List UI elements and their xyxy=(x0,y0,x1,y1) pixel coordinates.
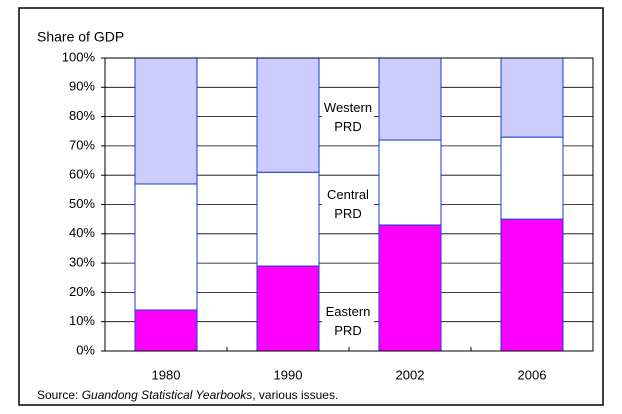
y-tick-label: 90% xyxy=(69,79,95,94)
x-tick-label: 2002 xyxy=(396,367,425,382)
x-tick-label: 2006 xyxy=(518,367,547,382)
source-prefix: Source: xyxy=(37,388,82,402)
y-tick-label: 0% xyxy=(76,342,95,357)
bar-segment xyxy=(378,139,442,226)
source-note: Source: Guandong Statistical Yearbooks, … xyxy=(37,388,338,402)
y-tick-label: 80% xyxy=(69,108,95,123)
bar-segment xyxy=(500,218,564,352)
bar-segment xyxy=(256,171,320,267)
source-title: Guandong Statistical Yearbooks xyxy=(81,388,253,402)
y-tick-label: 60% xyxy=(69,167,95,182)
legend-label: Western PRD xyxy=(322,98,374,136)
bar-segment xyxy=(134,57,198,185)
y-tick-label: 40% xyxy=(69,225,95,240)
y-tick-label: 10% xyxy=(69,313,95,328)
y-tick-label: 70% xyxy=(69,137,95,152)
source-suffix: , various issues. xyxy=(252,388,339,402)
y-tick-label: 20% xyxy=(69,284,95,299)
bar-segment xyxy=(256,265,320,352)
legend-label: Eastern PRD xyxy=(322,302,374,340)
y-tick-label: 100% xyxy=(62,49,96,64)
bar-segment xyxy=(378,57,442,141)
bar-segment xyxy=(378,224,442,352)
y-tick-label: 50% xyxy=(69,196,95,211)
bar-segment xyxy=(134,309,198,352)
bar-segment xyxy=(134,183,198,311)
bar-segment xyxy=(500,136,564,220)
bar-segment xyxy=(256,57,320,173)
y-tick-label: 30% xyxy=(69,255,95,270)
bar-segment xyxy=(500,57,564,138)
x-tick-label: 1980 xyxy=(152,367,181,382)
legend-label: Central PRD xyxy=(322,185,374,223)
y-axis-title: Share of GDP xyxy=(37,29,124,45)
x-tick-label: 1990 xyxy=(274,367,303,382)
frame xyxy=(18,7,604,406)
plot-border xyxy=(104,57,594,352)
